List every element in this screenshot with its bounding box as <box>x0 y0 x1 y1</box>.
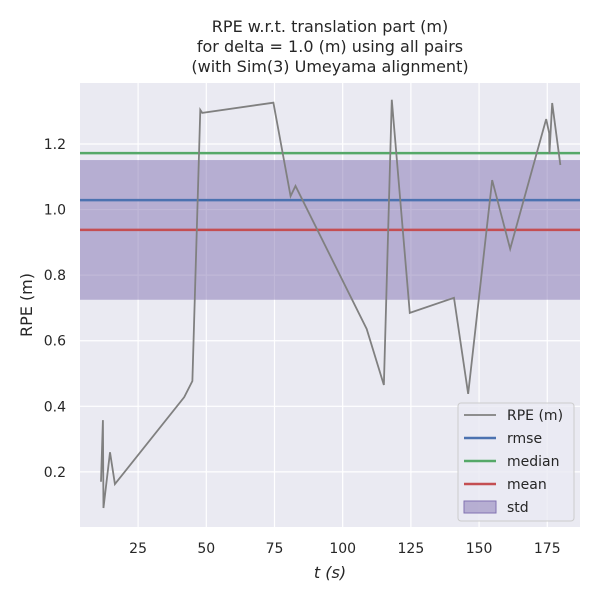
legend-label: std <box>507 500 529 516</box>
x-tick-label: 50 <box>197 541 215 557</box>
legend-box <box>457 402 575 522</box>
chart-title-line: (with Sim(3) Umeyama alignment) <box>191 57 468 76</box>
legend-label: mean <box>507 477 547 493</box>
x-tick-label: 75 <box>266 541 284 557</box>
legend-label: RPE (m) <box>507 408 563 424</box>
legend-label: rmse <box>507 431 542 447</box>
y-tick-label: 0.6 <box>44 334 66 350</box>
legend: RPE (m) rmse median mean std <box>457 402 575 522</box>
rpe-series-line <box>100 99 562 509</box>
x-tick-label: 100 <box>329 541 356 557</box>
legend-label: median <box>507 454 559 470</box>
x-tick-label: 125 <box>398 541 425 557</box>
y-tick-label: 0.8 <box>44 268 66 284</box>
legend-swatch <box>463 500 497 514</box>
x-tick-label: 175 <box>534 541 561 557</box>
chart-title-line: RPE w.r.t. translation part (m) <box>212 17 448 36</box>
chart-title-line: for delta = 1.0 (m) using all pairs <box>197 37 463 56</box>
y-tick-label: 0.4 <box>44 399 66 415</box>
y-tick-label: 1.2 <box>44 137 66 153</box>
y-tick-label: 1.0 <box>44 203 66 219</box>
x-tick-label: 150 <box>466 541 493 557</box>
x-tick-label: 25 <box>129 541 147 557</box>
y-axis-label: RPE (m) <box>17 273 36 337</box>
x-axis-label: t (s) <box>314 563 346 582</box>
y-tick-label: 0.2 <box>44 465 66 481</box>
